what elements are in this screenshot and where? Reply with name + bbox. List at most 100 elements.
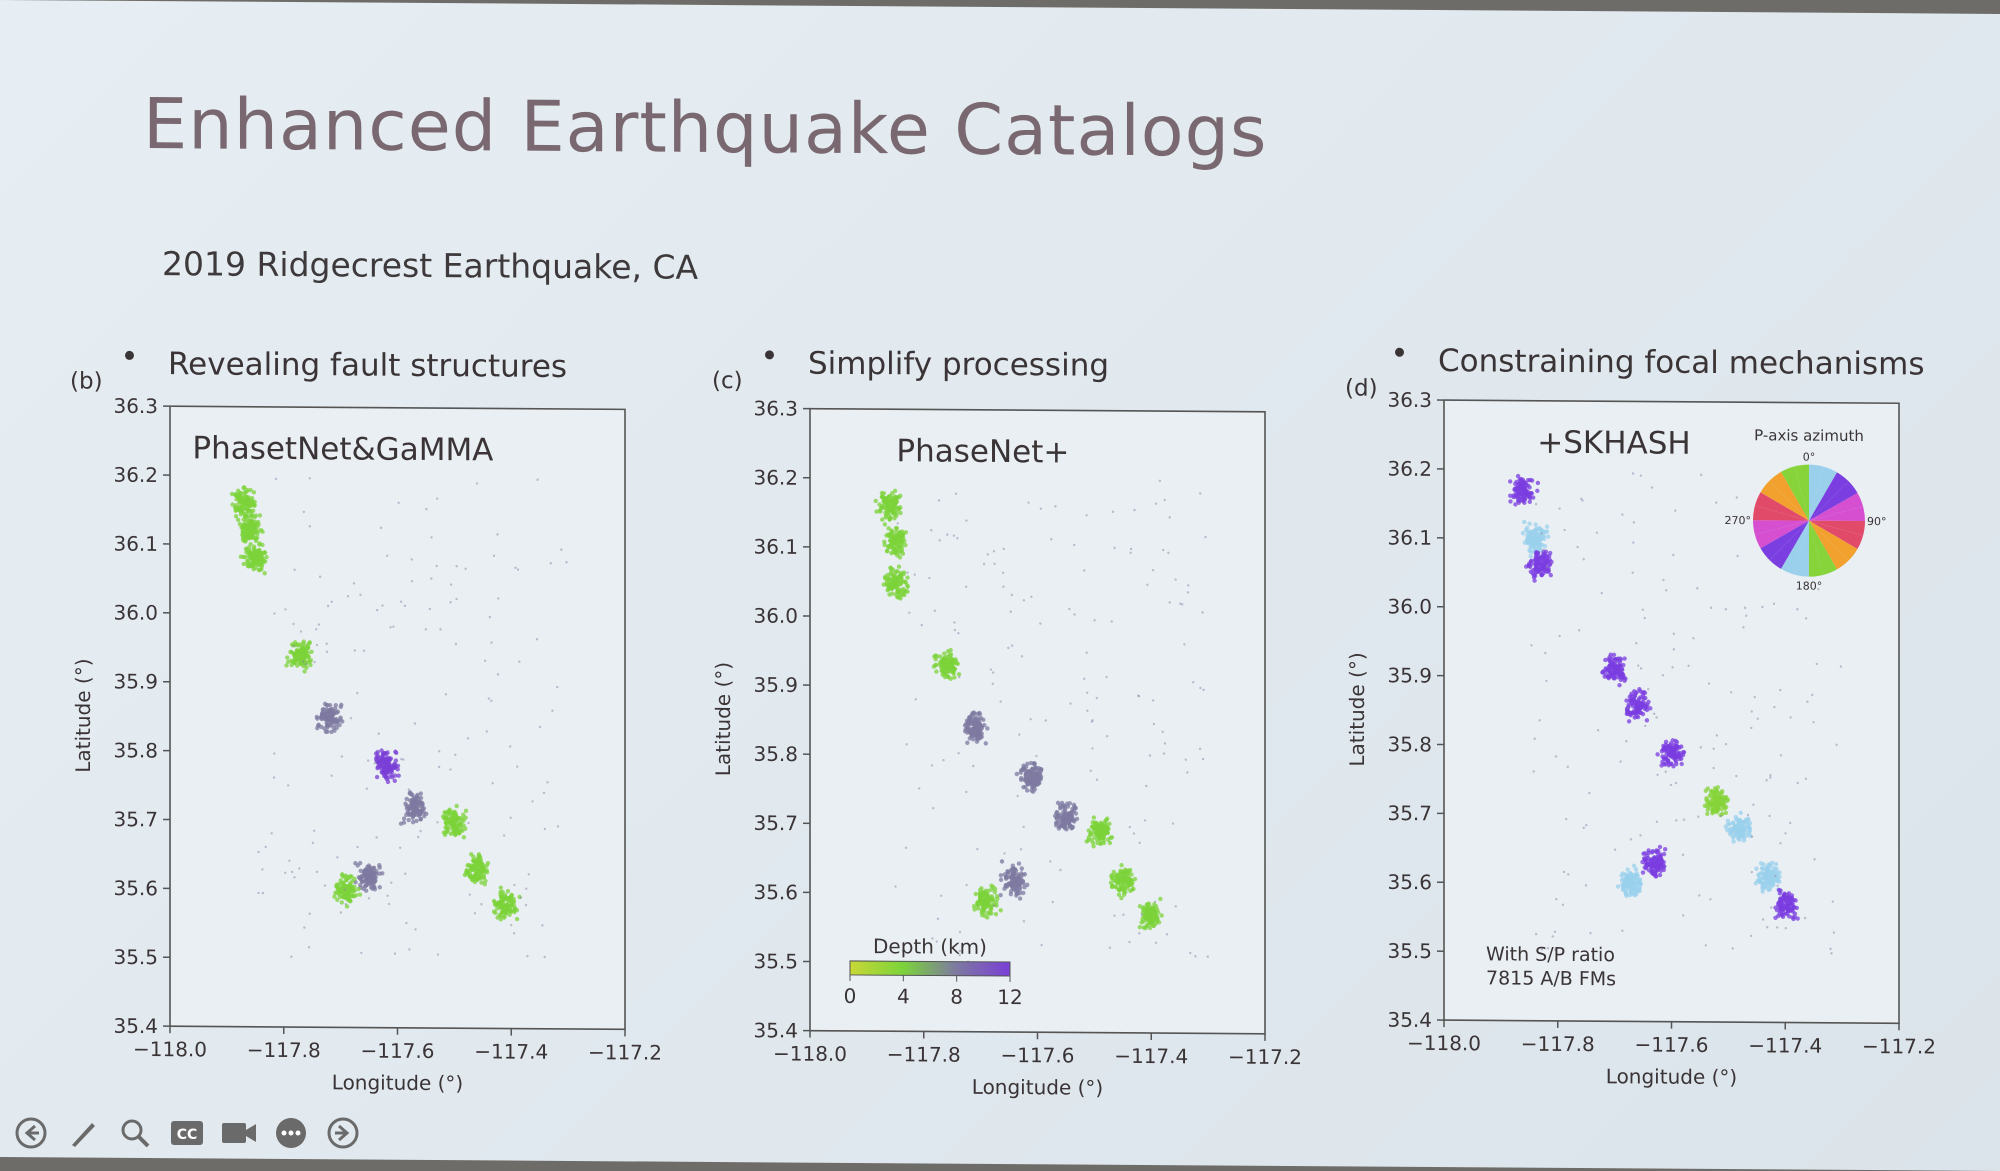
data-point: [393, 764, 397, 768]
data-point: [946, 669, 950, 673]
data-point: [364, 883, 368, 887]
data-point: [1011, 644, 1013, 646]
data-point: [331, 775, 333, 777]
data-point: [1133, 832, 1135, 834]
data-point: [340, 900, 344, 904]
x-tick-label: −117.8: [247, 1038, 321, 1063]
data-point: [1621, 930, 1623, 932]
more-options-button[interactable]: [272, 1115, 310, 1151]
data-point: [1696, 587, 1698, 589]
data-point: [392, 625, 394, 627]
data-point: [321, 707, 325, 711]
data-point: [894, 549, 898, 553]
data-point: [1751, 710, 1753, 712]
data-point: [370, 886, 374, 890]
data-point: [424, 812, 428, 816]
data-point: [539, 726, 541, 728]
data-point: [326, 712, 330, 716]
data-point: [1546, 534, 1550, 538]
data-point: [242, 486, 246, 490]
data-point: [1754, 866, 1758, 870]
data-point: [379, 764, 383, 768]
data-point: [486, 730, 488, 732]
data-point: [331, 601, 333, 603]
data-point: [1146, 584, 1148, 586]
data-point: [247, 499, 251, 503]
data-point: [1536, 481, 1540, 485]
next-icon: [326, 1116, 360, 1150]
data-point: [525, 904, 527, 906]
data-point: [482, 868, 486, 872]
data-point: [1535, 566, 1539, 570]
data-point: [1014, 883, 1016, 885]
data-point: [1064, 816, 1068, 820]
data-point: [1750, 727, 1752, 729]
x-tick-label: −117.2: [1228, 1045, 1302, 1070]
colorbar-bar: [850, 961, 1010, 976]
data-point: [309, 913, 311, 915]
data-point: [937, 918, 939, 920]
data-point: [259, 528, 263, 532]
panel-c: Simplify processing (c) −118.0−117.8−117…: [700, 340, 1310, 1124]
data-point: [512, 904, 516, 908]
data-point: [239, 554, 243, 558]
data-point: [1608, 672, 1612, 676]
data-point: [1018, 896, 1022, 900]
data-point: [1091, 719, 1093, 721]
next-slide-button[interactable]: [324, 1115, 362, 1151]
y-tick-label: 35.6: [753, 880, 798, 904]
data-point: [386, 758, 390, 762]
data-point: [1770, 906, 1772, 908]
zoom-button[interactable]: [116, 1115, 154, 1151]
captions-button[interactable]: CC: [168, 1115, 206, 1151]
data-point: [989, 884, 993, 888]
data-point: [315, 628, 317, 630]
data-point: [1778, 891, 1782, 895]
data-point: [1674, 754, 1678, 758]
data-point: [536, 638, 538, 640]
data-point: [1718, 798, 1722, 802]
data-point: [336, 856, 338, 858]
data-point: [1534, 527, 1538, 531]
data-point: [484, 660, 486, 662]
data-point: [544, 828, 546, 830]
data-point: [1633, 893, 1637, 897]
data-point: [244, 512, 248, 516]
data-point: [326, 651, 328, 653]
data-point: [1105, 676, 1107, 678]
data-point: [1010, 872, 1014, 876]
data-point: [290, 650, 294, 654]
data-point: [1144, 819, 1146, 821]
data-point: [1601, 592, 1603, 594]
data-point: [1145, 902, 1149, 906]
data-point: [490, 700, 492, 702]
data-point: [1627, 702, 1631, 706]
data-point: [474, 912, 476, 914]
y-tick-label: 36.3: [113, 394, 158, 418]
x-tick-label: −118.0: [773, 1041, 847, 1066]
data-point: [1616, 675, 1620, 679]
data-point: [1723, 806, 1727, 810]
data-point: [905, 575, 909, 579]
data-point: [1712, 767, 1714, 769]
data-point: [1536, 546, 1540, 550]
pen-button[interactable]: [64, 1115, 102, 1151]
data-point: [1017, 795, 1019, 797]
previous-slide-button[interactable]: [12, 1115, 50, 1151]
data-point: [965, 586, 967, 588]
data-point: [503, 904, 507, 908]
data-point: [1102, 833, 1106, 837]
data-point: [332, 719, 336, 723]
camera-button[interactable]: [220, 1115, 258, 1151]
data-point: [234, 514, 238, 518]
data-point: [1068, 608, 1070, 610]
data-point: [934, 610, 936, 612]
data-point: [265, 846, 267, 848]
data-point: [318, 623, 320, 625]
y-tick-label: 36.1: [753, 534, 798, 558]
data-point: [1513, 502, 1517, 506]
data-point: [1545, 524, 1549, 528]
data-point: [386, 555, 388, 557]
data-point: [957, 672, 961, 676]
data-point: [410, 811, 414, 815]
